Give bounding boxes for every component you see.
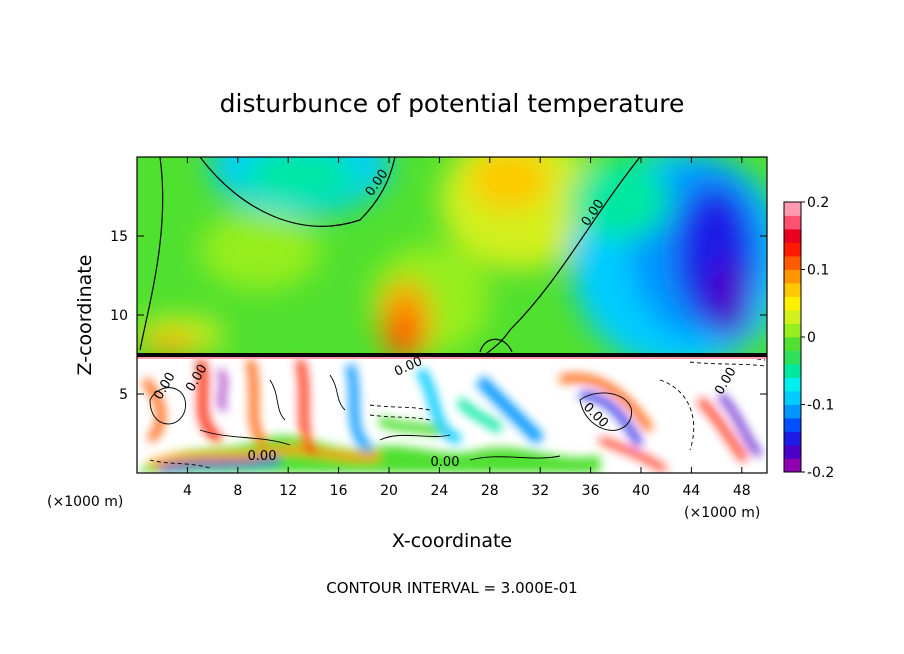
y-tick-label: 10 [110,308,128,324]
contour-label: 0.00 [431,455,460,470]
x-tick-label: 28 [481,483,499,499]
y-axis: 5 10 15 [110,229,767,403]
interface-band [137,353,767,357]
x-tick-label: 44 [682,483,700,499]
x-tick-label: 24 [430,483,448,499]
colorbar-swatch [784,418,801,432]
colorbar-tick-label: 0.2 [807,195,829,211]
colorbar [783,201,802,473]
colorbar-swatch [784,431,801,446]
y-axis-label: Z-coordinate [74,255,96,376]
chart-title: disturbunce of potential temperature [220,89,685,118]
colorbar-swatch [784,391,801,405]
colorbar-swatch [784,242,801,257]
x-tick-label: 12 [279,483,297,499]
x-tick-label: 8 [233,483,242,499]
colorbar-swatch [784,458,801,473]
x-unit-left: (×1000 m) [47,494,123,510]
y-tick-label: 15 [110,229,128,245]
colorbar-swatch [784,337,801,351]
colorbar-tick-label: 0 [807,330,816,346]
plot-area [137,157,767,473]
colorbar-swatch [784,256,801,270]
colorbar-swatch [784,310,801,324]
x-axis-label: X-coordinate [392,530,512,552]
x-tick-label: 32 [531,483,549,499]
colorbar-tick-label: -0.2 [807,465,834,481]
footer-contour-interval: CONTOUR INTERVAL = 3.000E-01 [326,579,577,597]
colorbar-swatch [784,202,801,216]
colorbar-swatch [784,283,801,297]
colorbar-swatch [784,215,801,230]
colorbar-labels: 0.2 0.1 0 -0.1 -0.2 [801,195,834,481]
colorbar-swatch [784,445,801,459]
x-tick-label: 20 [380,483,398,499]
colorbar-swatch [784,404,801,419]
colorbar-swatch [784,350,801,365]
colorbar-swatch [784,269,801,284]
colorbar-swatch [784,323,801,338]
lower-field [137,354,767,473]
upper-field [137,157,767,370]
x-axis: 4 8 12 16 20 24 28 32 36 40 44 48 [183,157,751,499]
x-tick-label: 4 [183,483,192,499]
contour-label: 0.00 [248,449,277,464]
colorbar-swatch [784,377,801,392]
x-tick-label: 40 [632,483,650,499]
x-tick-label: 16 [330,483,348,499]
colorbar-swatch [784,296,801,311]
colorbar-swatch [784,229,801,243]
colorbar-tick-label: 0.1 [807,263,829,279]
x-tick-label: 36 [582,483,600,499]
x-unit-right: (×1000 m) [684,505,760,521]
colorbar-swatch [784,364,801,378]
y-tick-label: 5 [119,387,128,403]
colorbar-tick-label: -0.1 [807,398,834,414]
x-tick-label: 48 [733,483,751,499]
